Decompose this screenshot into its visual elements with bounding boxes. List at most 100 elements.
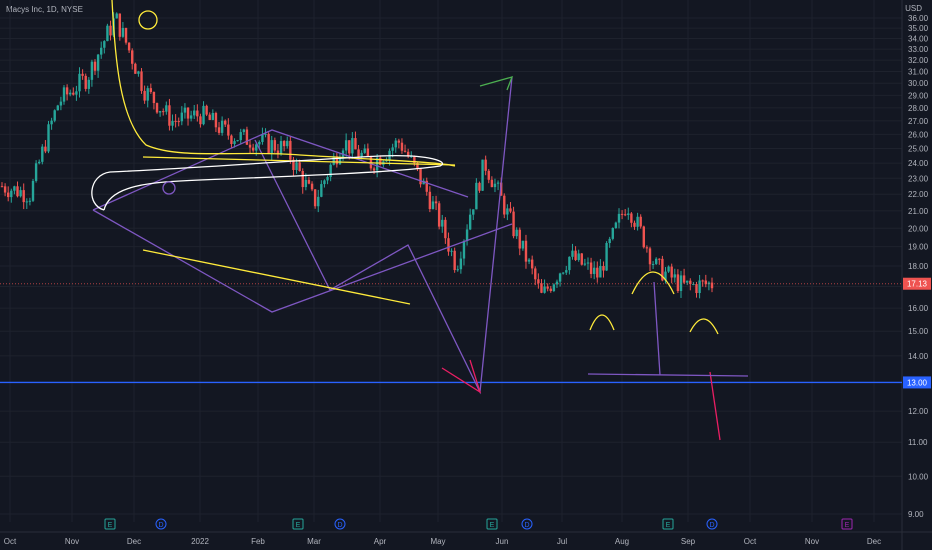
candle-body <box>639 216 642 227</box>
candle <box>41 144 44 165</box>
time-tick-label: 2022 <box>191 537 209 546</box>
candle-body <box>90 61 94 80</box>
candle <box>320 180 323 198</box>
price-tick-label: 34.00 <box>908 34 929 43</box>
earnings-marker: E <box>486 518 498 530</box>
candle <box>676 269 680 293</box>
candle <box>230 134 233 148</box>
candle <box>441 214 444 233</box>
candle-body <box>75 91 78 95</box>
candle-body <box>236 140 239 142</box>
candle-body <box>348 140 351 154</box>
candle-body <box>69 92 72 95</box>
white-loop <box>91 155 444 211</box>
candle-body <box>224 120 227 125</box>
price-tick-label: 27.00 <box>908 117 929 126</box>
candle-body <box>692 284 695 286</box>
head-arc <box>631 271 675 295</box>
candle <box>239 128 242 145</box>
candle <box>162 108 165 116</box>
candle <box>140 68 143 94</box>
price-tick-label: 29.00 <box>908 91 929 100</box>
candle-body <box>298 162 301 172</box>
candle <box>537 273 540 289</box>
candle-body <box>16 186 19 197</box>
event-marker-label: D <box>709 522 714 529</box>
candles <box>0 12 714 299</box>
candle-body <box>320 184 323 197</box>
candle <box>670 263 673 284</box>
candle <box>267 132 270 155</box>
candle-body <box>25 201 29 203</box>
candle-body <box>56 105 60 111</box>
candle <box>10 188 13 203</box>
candle <box>636 212 639 231</box>
candle <box>59 96 63 111</box>
candle-body <box>131 50 134 64</box>
candle-body <box>537 279 540 284</box>
candle <box>366 143 370 157</box>
candle <box>205 104 208 117</box>
price-tick-label: 28.00 <box>908 104 929 113</box>
earnings-marker: E <box>292 518 304 530</box>
candle-body <box>100 47 103 55</box>
candle <box>450 248 453 257</box>
candle <box>72 87 75 96</box>
candle-body <box>704 280 707 285</box>
candle <box>596 261 599 283</box>
candle <box>273 137 277 153</box>
candle <box>552 283 556 293</box>
candle <box>124 27 128 45</box>
candle-body <box>189 115 193 119</box>
candle <box>558 272 562 287</box>
candle <box>394 138 397 153</box>
candle-body <box>465 229 469 242</box>
candle-body <box>685 280 689 283</box>
candle-body <box>202 105 205 125</box>
candle <box>13 185 16 195</box>
current-price-label: 17.13 <box>907 280 928 289</box>
candle <box>193 104 196 120</box>
time-tick-label: Feb <box>251 537 265 546</box>
neckline <box>587 373 749 377</box>
event-marker-label: E <box>666 522 671 529</box>
candle-body <box>447 238 450 252</box>
candle-body <box>186 107 190 119</box>
price-tick-label: 32.00 <box>908 56 929 65</box>
candle <box>568 256 571 275</box>
candle <box>211 109 215 121</box>
candle <box>487 169 490 184</box>
candle-body <box>698 280 701 294</box>
candle-body <box>543 286 546 293</box>
candle-body <box>168 105 171 126</box>
candle-body <box>196 110 199 117</box>
candle <box>437 201 441 230</box>
candle-body <box>13 186 16 191</box>
earnings-marker: E <box>662 518 674 530</box>
candle-body <box>673 274 676 278</box>
candle-body <box>481 159 484 191</box>
candle-body <box>403 150 407 152</box>
candle-body <box>34 163 38 181</box>
price-tick-label: 9.00 <box>908 510 924 519</box>
candle <box>363 144 366 154</box>
candle <box>509 202 512 214</box>
candle-body <box>509 208 512 212</box>
candle <box>115 12 118 19</box>
candle-body <box>344 140 348 151</box>
candle <box>425 177 428 196</box>
candle <box>617 208 621 229</box>
event-marker-label: E <box>490 522 495 529</box>
candle-body <box>109 25 112 36</box>
candle-body <box>530 259 534 269</box>
candle <box>611 227 614 241</box>
candle <box>286 136 289 149</box>
candle-body <box>456 269 459 271</box>
candle <box>462 239 466 266</box>
candle-body <box>434 201 438 204</box>
candle-body <box>276 150 280 154</box>
green-arrow <box>479 76 514 91</box>
candle-body <box>608 238 611 244</box>
candle-body <box>549 288 552 292</box>
